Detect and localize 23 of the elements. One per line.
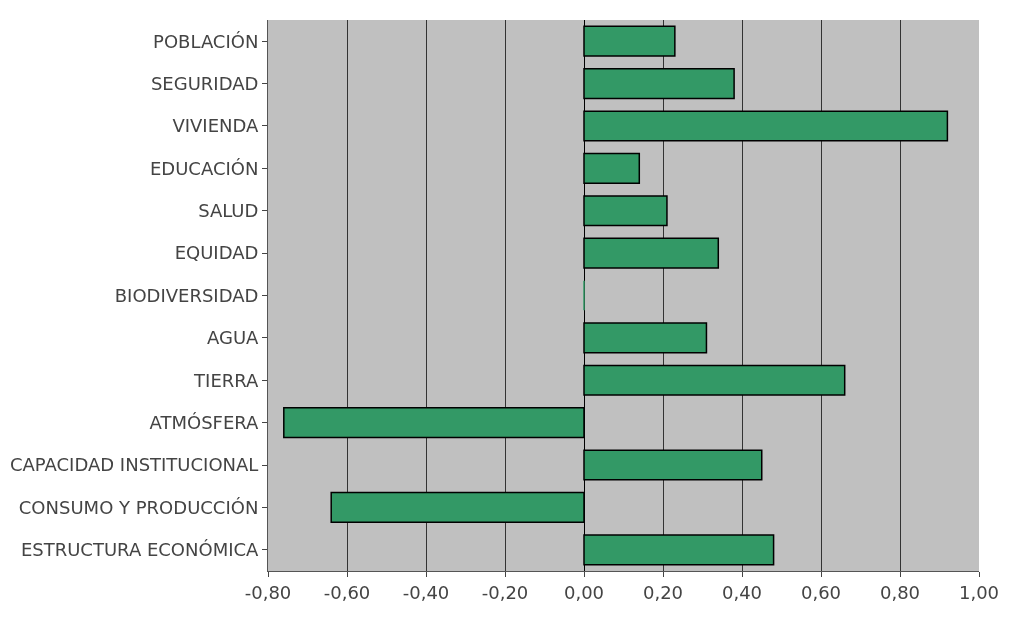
- y-tick-label: POBLACIÓN: [153, 30, 259, 52]
- x-tick-label: 0,00: [563, 581, 605, 603]
- x-tick-label: -0,40: [402, 581, 450, 603]
- x-tick-label: 0,80: [879, 581, 921, 603]
- x-tick-label: 1,00: [958, 581, 1000, 603]
- x-tick-label: 0,20: [642, 581, 684, 603]
- y-tick-label: BIODIVERSIDAD: [114, 284, 259, 306]
- y-tick-label: CONSUMO Y PRODUCCIÓN: [18, 496, 259, 518]
- x-tick-label: -0,80: [244, 581, 292, 603]
- y-tick-label: SALUD: [198, 200, 259, 222]
- y-tick-label: AGUA: [206, 327, 260, 349]
- x-tick-label: 0,40: [721, 581, 763, 603]
- x-tick-label: -0,20: [481, 581, 529, 603]
- x-tick-label: 0,60: [800, 581, 842, 603]
- y-tick-label: ESTRUCTURA ECONÓMICA: [20, 539, 260, 561]
- y-tick-label: CAPACIDAD INSTITUCIONAL: [9, 454, 259, 476]
- y-tick-label: ATMÓSFERA: [149, 411, 260, 433]
- y-tick-label: TIERRA: [193, 369, 260, 391]
- y-tick-label: SEGURIDAD: [150, 72, 259, 94]
- y-tick-label: EQUIDAD: [174, 242, 259, 264]
- x-tick-label: -0,60: [323, 581, 371, 603]
- y-tick-label: EDUCACIÓN: [149, 157, 259, 179]
- y-tick-label: VIVIENDA: [172, 115, 260, 137]
